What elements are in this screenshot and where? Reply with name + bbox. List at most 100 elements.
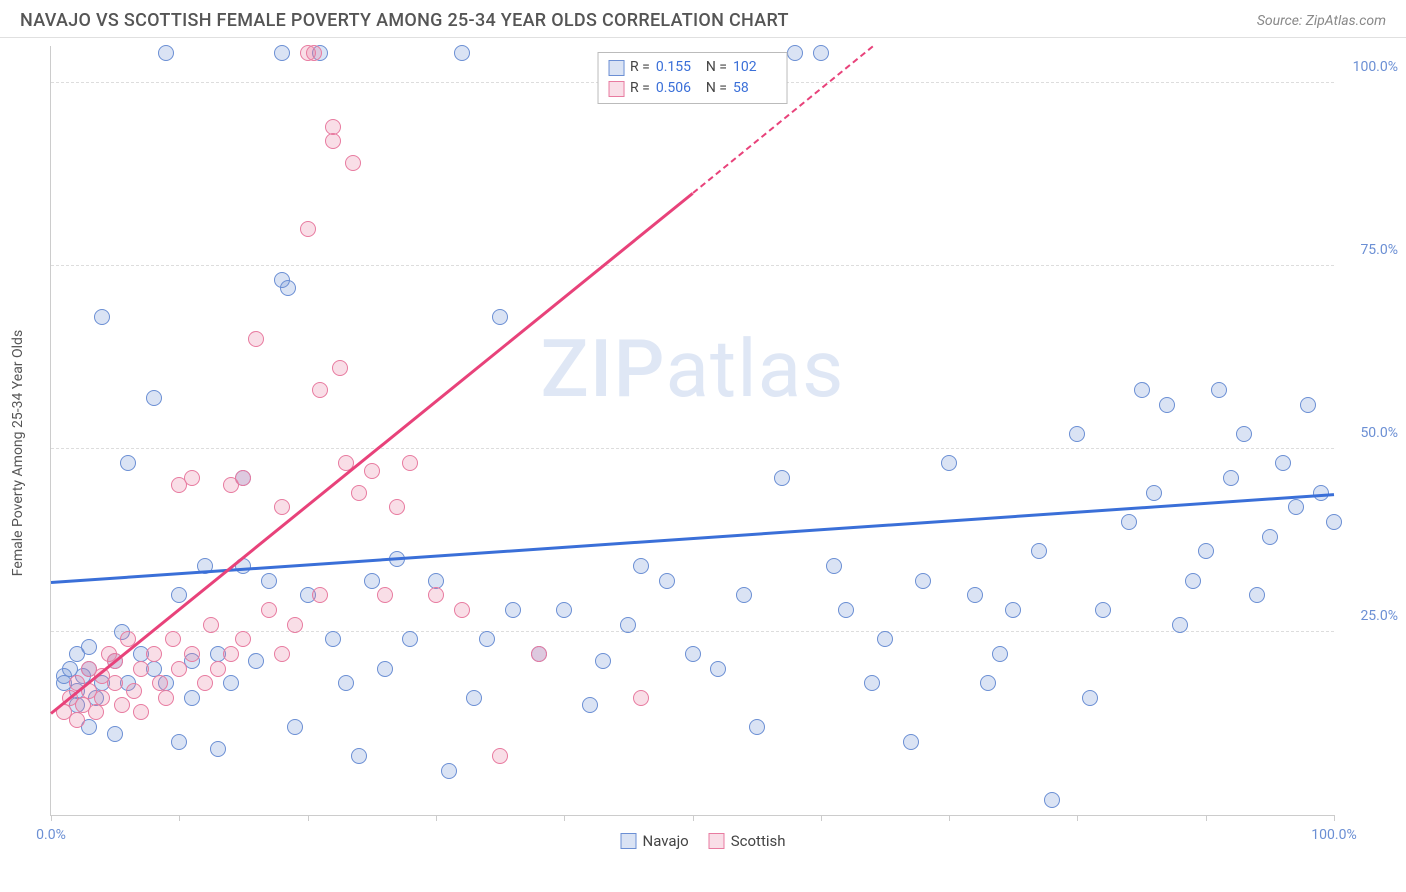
data-point [941, 455, 957, 471]
swatch-navajo [608, 60, 624, 76]
data-point [454, 602, 470, 618]
data-point [351, 748, 367, 764]
legend-item-navajo: Navajo [621, 832, 689, 850]
data-point [146, 390, 162, 406]
data-point [1069, 426, 1085, 442]
data-point [158, 45, 174, 61]
data-point [146, 646, 162, 662]
y-tick-label: 50.0% [1340, 425, 1398, 441]
data-point [300, 221, 316, 237]
data-point [274, 646, 290, 662]
x-tick [564, 815, 565, 821]
data-point [595, 653, 611, 669]
data-point [1159, 397, 1175, 413]
data-point [248, 331, 264, 347]
data-point [152, 675, 168, 691]
x-tick-label: 100.0% [1311, 827, 1356, 843]
data-point [389, 499, 405, 515]
data-point [287, 719, 303, 735]
data-point [736, 587, 752, 603]
data-point [223, 646, 239, 662]
data-point [428, 587, 444, 603]
data-point [1031, 543, 1047, 559]
data-point [428, 573, 444, 589]
data-point [351, 485, 367, 501]
data-point [248, 653, 264, 669]
data-point [402, 631, 418, 647]
data-point [364, 463, 380, 479]
data-point [915, 573, 931, 589]
x-tick [1334, 815, 1335, 821]
data-point [1134, 382, 1150, 398]
data-point [126, 683, 142, 699]
data-point [171, 587, 187, 603]
chart-header: NAVAJO VS SCOTTISH FEMALE POVERTY AMONG … [0, 0, 1406, 38]
data-point [338, 675, 354, 691]
data-point [980, 675, 996, 691]
data-point [659, 573, 675, 589]
data-point [69, 712, 85, 728]
data-point [88, 704, 104, 720]
plot-region: ZIPatlas R = 0.155 N = 102 R = 0.506 N =… [50, 46, 1334, 816]
data-point [94, 690, 110, 706]
data-point [1185, 573, 1201, 589]
data-point [377, 661, 393, 677]
data-point [332, 360, 348, 376]
y-tick-label: 25.0% [1340, 608, 1398, 624]
data-point [280, 280, 296, 296]
data-point [1198, 543, 1214, 559]
chart-title: NAVAJO VS SCOTTISH FEMALE POVERTY AMONG … [20, 10, 789, 31]
data-point [1262, 529, 1278, 545]
data-point [1236, 426, 1252, 442]
data-point [203, 617, 219, 633]
legend-row-navajo: R = 0.155 N = 102 [608, 57, 777, 78]
y-axis-title: Female Poverty Among 25-34 Year Olds [10, 330, 26, 576]
data-point [633, 558, 649, 574]
data-point [223, 675, 239, 691]
x-tick [51, 815, 52, 821]
data-point [787, 45, 803, 61]
data-point [325, 119, 341, 135]
x-tick [1077, 815, 1078, 821]
x-tick [821, 815, 822, 821]
data-point [749, 719, 765, 735]
x-tick [1206, 815, 1207, 821]
legend-correlation: R = 0.155 N = 102 R = 0.506 N = 58 [597, 52, 788, 104]
data-point [633, 690, 649, 706]
data-point [345, 155, 361, 171]
data-point [1082, 690, 1098, 706]
data-point [1249, 587, 1265, 603]
chart-source: Source: ZipAtlas.com [1257, 13, 1386, 29]
data-point [171, 734, 187, 750]
data-point [466, 690, 482, 706]
data-point [94, 309, 110, 325]
swatch-scottish-bottom [709, 833, 725, 849]
data-point [903, 734, 919, 750]
data-point [582, 697, 598, 713]
data-point [505, 602, 521, 618]
data-point [1326, 514, 1342, 530]
data-point [287, 617, 303, 633]
y-tick-label: 75.0% [1340, 242, 1398, 258]
data-point [992, 646, 1008, 662]
data-point [710, 661, 726, 677]
trend-line [51, 493, 1334, 584]
data-point [81, 639, 97, 655]
data-point [826, 558, 842, 574]
data-point [261, 573, 277, 589]
legend-series: Navajo Scottish [621, 832, 786, 850]
x-tick [436, 815, 437, 821]
data-point [1146, 485, 1162, 501]
data-point [312, 382, 328, 398]
data-point [107, 675, 123, 691]
gridline [51, 448, 1334, 449]
data-point [1300, 397, 1316, 413]
watermark: ZIPatlas [541, 322, 845, 416]
data-point [620, 617, 636, 633]
data-point [1275, 455, 1291, 471]
data-point [402, 455, 418, 471]
data-point [1044, 792, 1060, 808]
data-point [1172, 617, 1188, 633]
x-tick [949, 815, 950, 821]
y-tick-label: 100.0% [1340, 59, 1398, 75]
